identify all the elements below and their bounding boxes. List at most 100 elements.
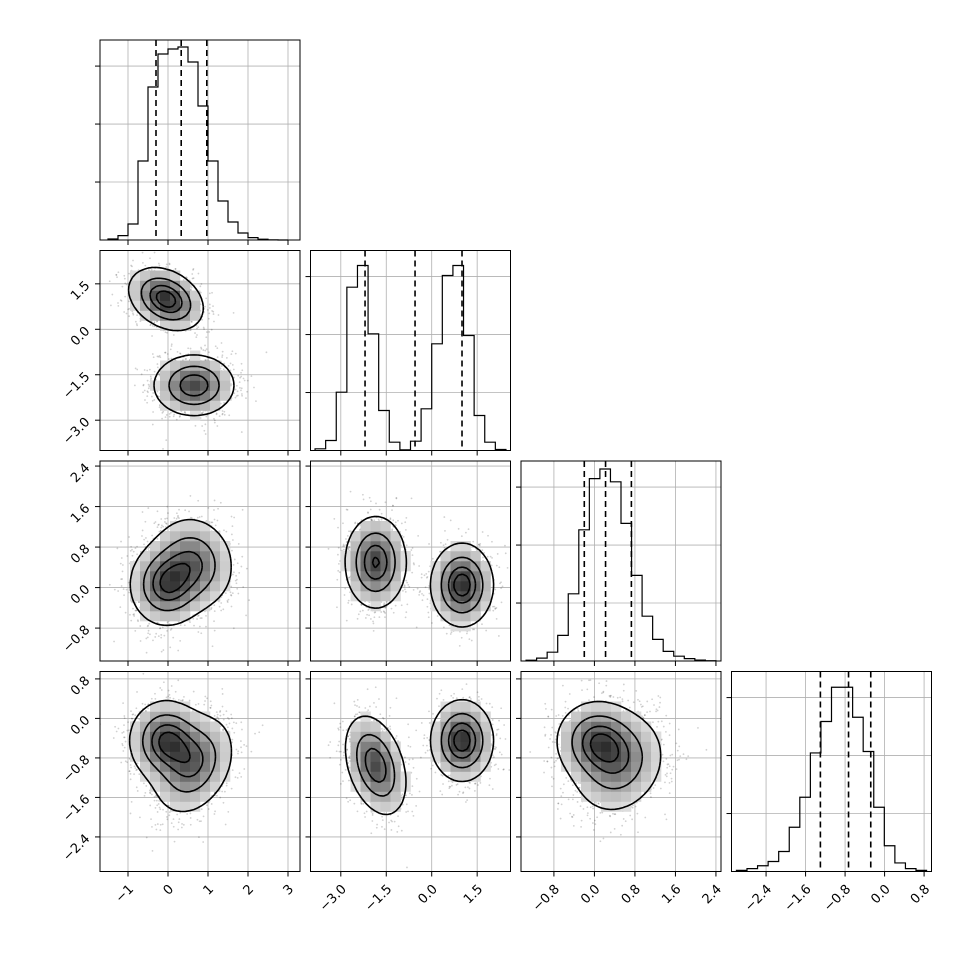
- scatter-point: [132, 607, 134, 610]
- scatter-point: [196, 327, 198, 330]
- scatter-point: [146, 395, 149, 398]
- density-cell: [220, 541, 231, 552]
- scatter-point: [216, 519, 219, 522]
- scatter-point: [210, 607, 213, 609]
- scatter-point: [213, 518, 216, 521]
- scatter-point: [178, 416, 181, 418]
- scatter-point: [196, 334, 198, 336]
- density-cell: [130, 300, 141, 311]
- scatter-point: [166, 331, 168, 334]
- density-cell: [180, 561, 191, 572]
- scatter-point: [121, 570, 124, 573]
- scatter-point: [206, 309, 209, 311]
- scatter-point: [197, 614, 200, 617]
- density-cell: [180, 320, 191, 331]
- density-cell: [200, 601, 211, 612]
- scatter-point: [117, 304, 120, 307]
- scatter-point: [155, 632, 158, 635]
- scatter-point: [121, 578, 124, 580]
- scatter-point: [159, 627, 162, 630]
- scatter-point: [238, 381, 241, 383]
- scatter-point: [183, 411, 186, 413]
- density-cell: [170, 571, 181, 582]
- scatter-point: [174, 268, 177, 270]
- scatter-point: [124, 282, 127, 285]
- scatter-point: [221, 354, 224, 357]
- scatter-point: [369, 500, 372, 503]
- scatter-point: [345, 538, 347, 540]
- scatter-point: [116, 547, 119, 550]
- density-cell: [150, 270, 161, 281]
- density-cell: [180, 601, 191, 612]
- scatter-point: [131, 312, 134, 315]
- scatter-point: [151, 395, 153, 398]
- scatter-point: [146, 401, 149, 404]
- scatter-point: [190, 285, 192, 287]
- scatter-point: [133, 384, 136, 387]
- scatter-point: [205, 348, 208, 351]
- scatter-point: [128, 307, 131, 310]
- scatter-point: [146, 625, 149, 628]
- scatter-point: [173, 517, 176, 519]
- density-cell: [130, 280, 141, 291]
- density-cell: [210, 551, 221, 562]
- scatter-point: [148, 385, 151, 388]
- scatter-point: [208, 292, 211, 295]
- scatter-point: [147, 387, 150, 390]
- density-cell: [170, 380, 181, 391]
- scatter-point: [207, 506, 210, 509]
- scatter-point: [158, 395, 160, 398]
- scatter-point: [160, 526, 163, 529]
- contour-line: [129, 518, 232, 627]
- scatter-point: [147, 629, 150, 632]
- scatter-point: [127, 308, 130, 311]
- density-cell: [150, 581, 161, 592]
- density-cell: [190, 541, 201, 552]
- contour-line: [159, 562, 191, 594]
- density-cell: [170, 581, 181, 592]
- scatter-point: [197, 326, 200, 328]
- scatter-point: [129, 613, 131, 616]
- scatter-point: [229, 362, 232, 365]
- density-cell: [190, 290, 201, 301]
- scatter-point: [156, 390, 159, 393]
- scatter-point: [122, 588, 125, 591]
- scatter-point: [115, 274, 118, 276]
- density-cell: [180, 571, 191, 582]
- scatter-point: [129, 549, 132, 552]
- scatter-point: [159, 356, 162, 359]
- density-cell: [180, 521, 191, 532]
- scatter-point: [218, 415, 221, 418]
- scatter-point: [204, 423, 207, 426]
- scatter-point: [220, 342, 223, 344]
- scatter-point: [233, 558, 236, 561]
- scatter-point: [358, 529, 361, 531]
- scatter-point: [205, 359, 207, 361]
- scatter-point: [237, 592, 240, 595]
- scatter-point: [170, 357, 173, 360]
- hist-panel-1: [305, 250, 511, 456]
- scatter-point: [428, 543, 430, 545]
- scatter-point: [130, 619, 133, 622]
- scatter-point: [128, 536, 130, 538]
- scatter-point: [142, 384, 145, 387]
- scatter-point: [127, 581, 130, 584]
- scatter-point: [234, 352, 237, 355]
- scatter-point: [241, 508, 244, 511]
- scatter-point: [230, 383, 232, 385]
- scatter-point: [216, 425, 219, 427]
- scatter-point: [197, 499, 200, 502]
- scatter-point: [144, 537, 147, 539]
- scatter-point: [233, 516, 236, 519]
- density-cell: [170, 591, 181, 602]
- density-cell: [180, 531, 191, 542]
- scatter-point: [226, 601, 229, 603]
- scatter-point: [125, 588, 128, 591]
- scatter-point: [481, 549, 484, 552]
- scatter-point: [201, 425, 204, 427]
- scatter-point: [216, 347, 219, 350]
- scatter-point: [230, 399, 232, 401]
- scatter-point: [214, 345, 217, 348]
- scatter-point: [192, 268, 194, 271]
- scatter-point: [196, 618, 198, 620]
